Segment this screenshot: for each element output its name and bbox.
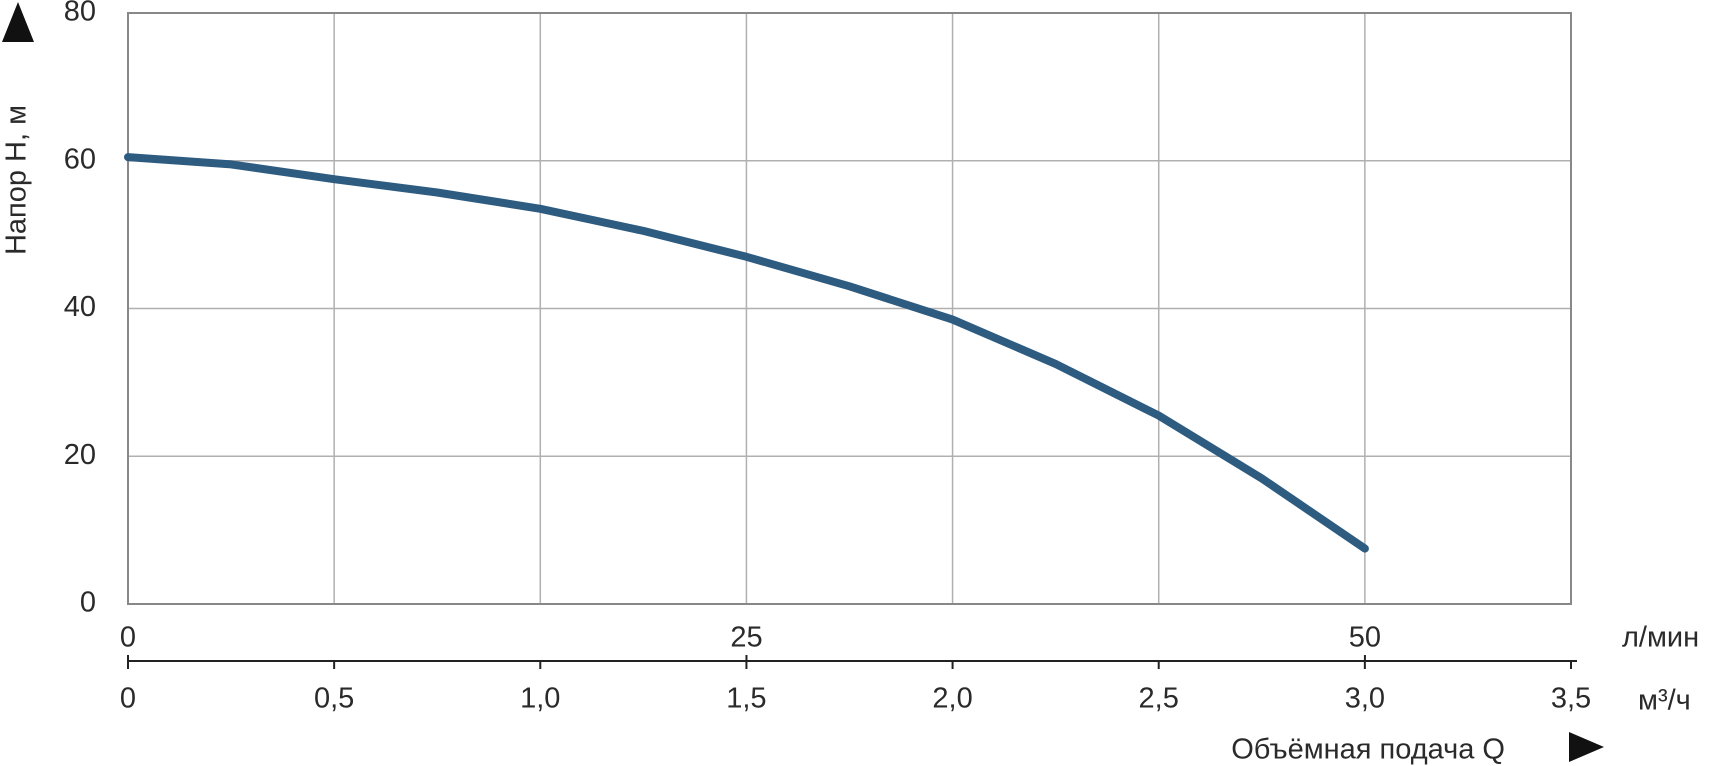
- x-tick-label: 3,0: [1345, 683, 1385, 715]
- x-tick-label: 3,5: [1551, 683, 1591, 715]
- y-axis-label: Напор H, м: [1, 105, 33, 255]
- y-tick-label: 80: [64, 0, 96, 28]
- x-tick-label: 1,0: [520, 683, 560, 715]
- x-tick-label: 0: [120, 683, 136, 715]
- x-unit: м³/ч: [1638, 685, 1691, 717]
- x-axis-arrow: [1569, 732, 1604, 762]
- x-tick-label: 0,5: [314, 683, 354, 715]
- x2-tick-label: 50: [1349, 622, 1381, 654]
- y-axis-arrow: [2, 2, 34, 42]
- x-tick-label: 2,5: [1139, 683, 1179, 715]
- x-tick-label: 2,0: [932, 683, 972, 715]
- y-tick-label: 0: [80, 587, 96, 619]
- plot-frame: [127, 12, 1572, 605]
- x2-tick-label: 25: [730, 622, 762, 654]
- x-axis-label: Объёмная подача Q: [1231, 734, 1505, 766]
- y-tick-label: 60: [64, 143, 96, 175]
- x2-unit: л/мин: [1622, 622, 1699, 654]
- x2-tick-label: 0: [120, 622, 136, 654]
- x-tick-label: 1,5: [726, 683, 766, 715]
- curve: [124, 153, 1369, 553]
- y-tick-label: 20: [64, 439, 96, 471]
- y-tick-label: 40: [64, 291, 96, 323]
